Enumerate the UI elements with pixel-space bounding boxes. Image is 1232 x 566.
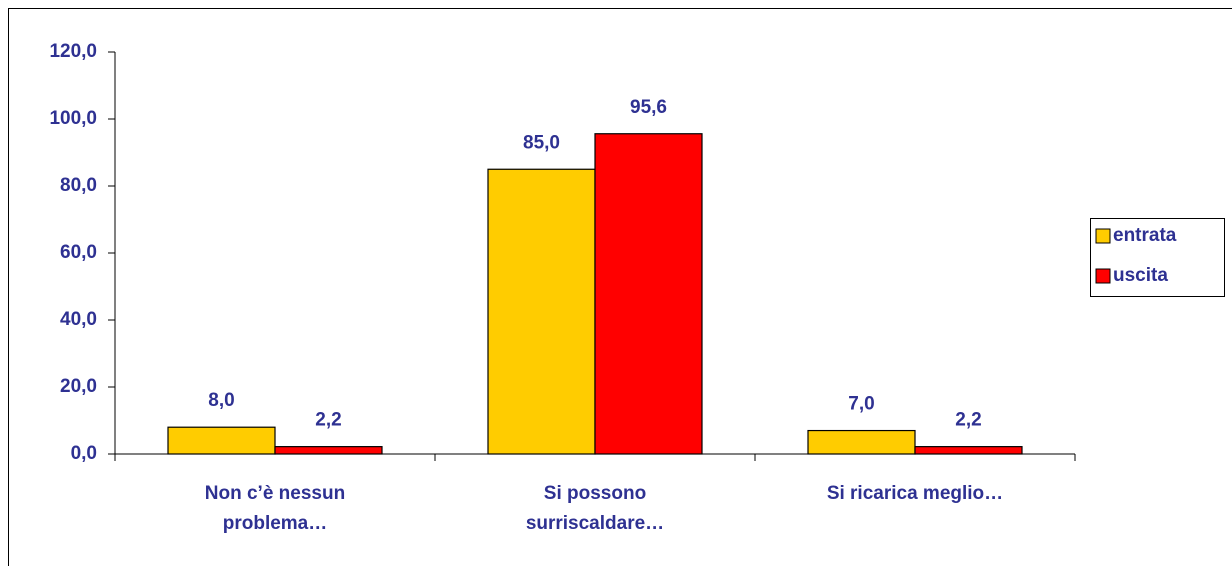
value-label: 8,0 [208, 390, 234, 411]
y-tick-label: 80,0 [60, 175, 97, 196]
value-label: 95,6 [630, 97, 667, 118]
x-tick-label: Si possono surriscaldare… [526, 483, 664, 534]
bar [487, 168, 596, 455]
bar [274, 446, 383, 455]
y-tick-label: 120,0 [49, 41, 97, 62]
value-label: 7,0 [848, 394, 874, 415]
legend-swatch [1095, 228, 1111, 244]
bar [807, 429, 916, 455]
value-label: 2,2 [955, 410, 981, 431]
x-tick-label: Si ricarica meglio… [827, 483, 1003, 504]
legend-box [1090, 218, 1225, 297]
y-tick-label: 20,0 [60, 376, 97, 397]
y-tick-label: 40,0 [60, 309, 97, 330]
bar [594, 133, 703, 455]
x-tick-label: Non c’è nessun problema… [205, 483, 345, 534]
legend-swatch [1095, 268, 1111, 284]
y-tick-label: 0,0 [71, 443, 97, 464]
y-tick-label: 100,0 [49, 108, 97, 129]
y-tick-label: 60,0 [60, 242, 97, 263]
value-label: 2,2 [315, 410, 341, 431]
bar [914, 446, 1023, 455]
legend-label: entrata [1113, 225, 1177, 246]
value-label: 85,0 [523, 132, 560, 153]
bar [167, 426, 276, 455]
legend-label: uscita [1113, 265, 1168, 286]
